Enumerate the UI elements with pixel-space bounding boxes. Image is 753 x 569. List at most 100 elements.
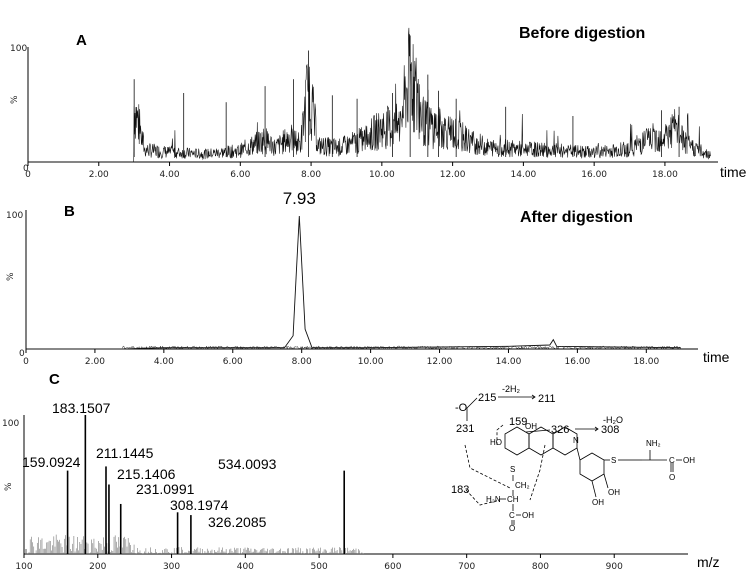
- atom-oh-br1: OH: [608, 488, 620, 497]
- arrowhead-211: [531, 394, 536, 400]
- spectrum-peaks-c: 159.0924 183.1507 211.1445 215.1406231.0991…: [22, 400, 346, 554]
- atom-c-left: C: [509, 511, 515, 520]
- x-tick-label: 16.00: [565, 357, 591, 367]
- atom-oh-right: OH: [683, 456, 695, 465]
- x-axis-label-c: m/z: [697, 554, 720, 569]
- x-tick-label: 600: [384, 562, 401, 569]
- x-tick-label: 14.00: [511, 170, 537, 180]
- peak-label: 534.0093: [218, 456, 277, 472]
- bond-oh-br1: [603, 473, 609, 489]
- dash-159: [496, 424, 504, 445]
- panel-a: A Before digestion 100 % 0 0 2.00 4.00 6.00…: [10, 25, 747, 180]
- atom-o-right: O: [669, 473, 675, 482]
- y-tick-bottom-b: 0: [19, 349, 25, 359]
- atom-h2n-left: H₂N: [486, 495, 501, 504]
- x-tick-label: 16.00: [581, 170, 607, 180]
- bond-ring-link: [576, 447, 581, 461]
- dash-183: [465, 489, 501, 506]
- trace-line-a: [28, 27, 712, 163]
- x-tick-label: 300: [163, 562, 180, 569]
- dash-326: [529, 444, 546, 501]
- x-tick-label: 12.00: [427, 357, 453, 367]
- x-tick-label: 400: [237, 562, 254, 569]
- peak-label: 215.1406: [117, 466, 176, 482]
- atom-nh2-right: NH₂: [646, 439, 661, 448]
- bond-oh-br2: [591, 480, 597, 498]
- x-ticks-a: 0 2.00 4.00 6.00 8.00 10.00 12.00 14.00 16.00 18.…: [25, 162, 678, 180]
- fragment-211: 211: [538, 393, 556, 405]
- peak-label: 326.2085: [208, 514, 267, 530]
- y-axis-label-b: %: [6, 272, 16, 281]
- y-axis-label-c: %: [4, 482, 14, 491]
- peak-label: 308.1974: [170, 497, 229, 513]
- x-tick-label: 10.00: [358, 357, 384, 367]
- x-tick-label: 10.00: [369, 170, 395, 180]
- x-ticks-b: 0 2.00 4.00 6.00 8.00 10.00 12.00 14.00 16.00 18.…: [23, 349, 659, 367]
- x-tick-label: 2.00: [89, 170, 109, 180]
- x-tick-label: 14.00: [496, 357, 522, 367]
- x-tick-label: 900: [606, 562, 623, 569]
- x-tick-label: 0: [25, 170, 31, 180]
- x-tick-label: 18.00: [633, 357, 659, 367]
- x-axis-label-b: time: [703, 349, 730, 365]
- trace-b: [26, 215, 682, 350]
- fragment-308: 308: [601, 424, 619, 436]
- panel-label-c: C: [49, 371, 60, 388]
- peak-label: 159.0924: [22, 454, 81, 470]
- trace-a: [28, 27, 712, 163]
- atom-ch2-left: CH₂: [515, 481, 530, 490]
- atom-o-left: O: [509, 524, 515, 533]
- atom-ho-left: HO: [490, 438, 502, 447]
- peak-label: 211.1445: [96, 445, 154, 461]
- x-tick-label: 6.00: [223, 357, 243, 367]
- x-tick-label: 8.00: [292, 357, 312, 367]
- x-tick-label: 800: [532, 562, 549, 569]
- atom-oh-br2: OH: [592, 498, 604, 507]
- panel-title-a: Before digestion: [519, 25, 645, 42]
- fragment-159: 159: [509, 416, 527, 428]
- atom-s-left: S: [510, 465, 515, 474]
- y-tick-bottom-a: 0: [23, 164, 29, 174]
- x-tick-label: 18.00: [652, 170, 678, 180]
- fragment-215: 215: [478, 392, 496, 404]
- fragment-231: 231: [456, 423, 474, 435]
- arrowhead-308: [594, 426, 599, 432]
- molecule-structure: -O 215 -2H₂ 211 231 159 326 -H₂O 308 183…: [451, 384, 695, 533]
- atom-n-ring: N: [573, 436, 579, 445]
- arrow-231-to-215: [466, 397, 478, 421]
- x-tick-label: 8.00: [301, 170, 321, 180]
- atom-s-right: S: [611, 456, 616, 465]
- fragment-loss-2h2: -2H₂: [502, 384, 521, 394]
- atom-ch-left: CH: [507, 495, 519, 504]
- y-axis-label-a: %: [10, 95, 20, 104]
- y-tick-top-c: 100: [2, 419, 19, 429]
- x-tick-label: 700: [458, 562, 475, 569]
- panel-label-a: A: [76, 32, 87, 49]
- y-tick-top-a: 100: [10, 44, 27, 54]
- x-ticks-c: 100 200 300 400 500 600 700 800 900: [15, 554, 623, 569]
- fragment-loss-o: -O: [455, 402, 468, 414]
- x-tick-label: 2.00: [85, 357, 105, 367]
- panel-title-b: After digestion: [520, 209, 633, 226]
- panel-b: B After digestion 100 % 0 0 2.00 4.00 6.00 8…: [6, 189, 730, 367]
- y-tick-top-b: 100: [6, 211, 23, 221]
- atom-c-right: C: [669, 456, 675, 465]
- panel-c: C 100 % 100 200 300 400 500 600 700 800 900 159.…: [2, 371, 720, 569]
- x-tick-label: 12.00: [440, 170, 466, 180]
- atom-oh-left: OH: [522, 511, 534, 520]
- trace-line-b: [26, 215, 681, 350]
- dash-231: [464, 444, 511, 489]
- peak-label: 231.0991: [136, 481, 195, 497]
- x-axis-label-a: time: [720, 164, 747, 180]
- fragment-183: 183: [451, 484, 469, 496]
- baseline-noise-b: [122, 345, 682, 350]
- x-tick-label: 4.00: [154, 357, 174, 367]
- x-tick-label: 6.00: [230, 170, 250, 180]
- x-tick-label: 4.00: [160, 170, 180, 180]
- fragment-loss-h2o: -H₂O: [603, 415, 623, 425]
- panel-label-b: B: [64, 203, 75, 220]
- atom-oh-top: OH: [525, 422, 537, 431]
- x-tick-label: 500: [311, 562, 328, 569]
